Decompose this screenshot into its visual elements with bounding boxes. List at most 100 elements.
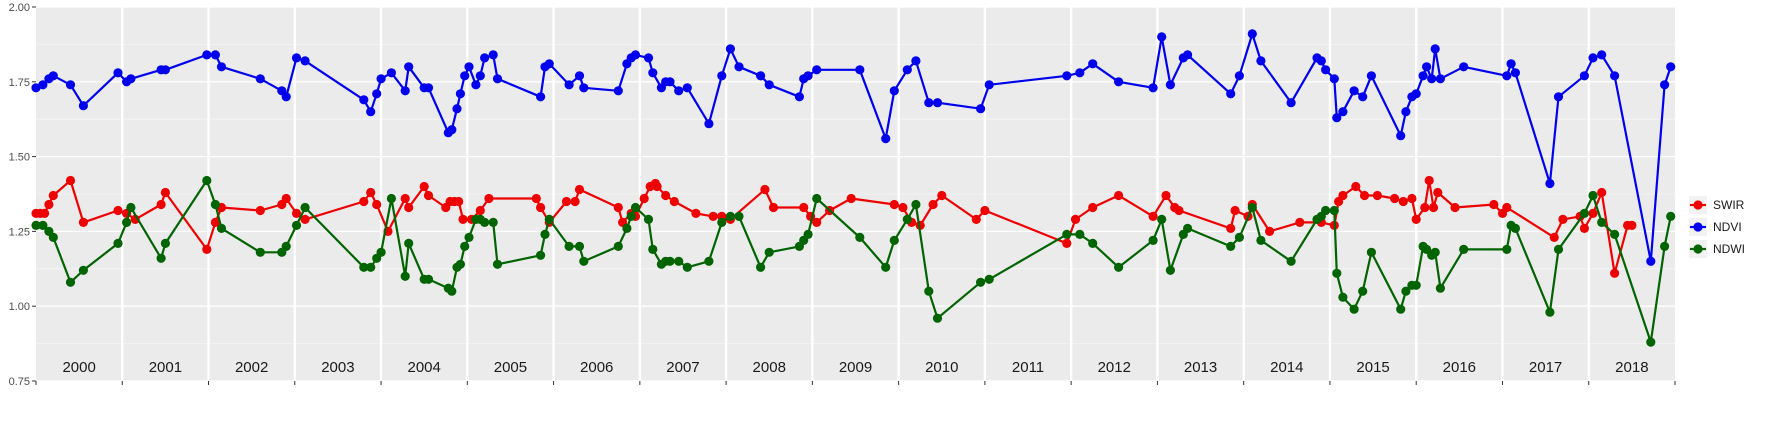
data-point-ndwi <box>704 256 714 266</box>
year-label: 2005 <box>494 359 527 376</box>
data-point-ndvi <box>1435 74 1445 84</box>
data-point-ndvi <box>1597 50 1607 60</box>
year-label: 2000 <box>62 359 95 376</box>
data-point-ndvi <box>126 74 136 84</box>
data-point-ndvi <box>803 71 813 81</box>
data-point-ndvi <box>1553 92 1564 102</box>
data-point-ndvi <box>423 83 434 93</box>
data-point-ndvi <box>1502 71 1512 81</box>
data-point-swir <box>1114 190 1124 201</box>
data-point-ndwi <box>902 214 912 224</box>
series-ndwi <box>31 175 1676 347</box>
data-point-swir <box>1390 193 1400 204</box>
data-point-ndvi <box>579 83 589 93</box>
data-point-ndvi <box>480 53 490 63</box>
data-point-ndwi <box>717 217 727 227</box>
data-point-swir <box>691 208 701 218</box>
data-point-ndwi <box>924 286 934 296</box>
data-point-ndwi <box>1579 208 1589 218</box>
y-tick-label: 1.25 <box>9 226 30 238</box>
data-point-ndvi <box>1366 71 1376 81</box>
data-point-ndwi <box>216 223 227 233</box>
year-label: 2008 <box>753 359 786 376</box>
data-point-ndvi <box>1646 256 1656 266</box>
data-point-ndwi <box>366 262 376 272</box>
data-point-ndvi <box>544 59 554 69</box>
data-point-ndvi <box>475 71 485 81</box>
data-point-swir <box>1450 202 1460 213</box>
data-point-ndwi <box>386 193 396 204</box>
data-point-swir <box>639 193 649 204</box>
data-point-ndwi <box>1321 205 1331 216</box>
data-point-ndvi <box>471 80 481 90</box>
data-point-swir <box>160 187 170 198</box>
data-point-ndwi <box>1332 268 1342 278</box>
data-point-swir <box>889 199 899 210</box>
data-point-swir <box>570 196 580 207</box>
data-point-ndvi <box>717 71 727 81</box>
data-point-ndwi <box>544 214 554 224</box>
data-point-ndvi <box>574 71 585 81</box>
data-point-swir <box>1230 205 1240 216</box>
data-point-swir <box>484 193 494 204</box>
data-point-ndvi <box>1286 98 1296 108</box>
data-point-ndwi <box>1114 262 1124 272</box>
data-point-ndvi <box>78 101 88 111</box>
data-point-ndwi <box>156 253 166 263</box>
year-label: 2004 <box>407 359 440 376</box>
data-point-ndvi <box>536 92 546 102</box>
data-point-ndvi <box>65 80 76 90</box>
data-point-ndwi <box>1411 280 1421 290</box>
data-point-ndwi <box>359 262 369 272</box>
data-point-ndvi <box>386 68 396 78</box>
data-point-swir <box>65 175 76 186</box>
data-point-swir <box>48 190 58 201</box>
data-point-ndwi <box>210 199 220 210</box>
data-point-ndvi <box>1329 74 1339 84</box>
data-point-ndwi <box>65 277 76 287</box>
year-label: 2018 <box>1615 359 1648 376</box>
major-gridlines <box>36 6 1675 382</box>
data-point-swir <box>156 199 166 210</box>
data-point-ndvi <box>372 89 382 99</box>
data-point-ndwi <box>122 217 132 227</box>
data-point-swir <box>1579 223 1589 233</box>
legend-key-point <box>1693 244 1703 254</box>
data-point-ndvi <box>1332 113 1342 123</box>
data-point-ndvi <box>1075 68 1085 78</box>
data-point-swir <box>1062 238 1072 248</box>
legend-key-point <box>1693 200 1703 210</box>
data-point-ndwi <box>1338 292 1348 302</box>
data-point-swir <box>1502 202 1512 213</box>
data-point-swir <box>44 199 54 210</box>
data-point-ndvi <box>932 98 943 108</box>
data-point-ndwi <box>255 247 265 257</box>
data-point-ndvi <box>48 71 58 81</box>
data-point-swir <box>536 202 546 213</box>
data-point-swir <box>561 196 572 207</box>
data-point-swir <box>652 181 662 192</box>
data-point-swir <box>1226 223 1236 233</box>
data-point-ndwi <box>622 223 632 233</box>
data-point-ndvi <box>1666 62 1676 72</box>
data-point-ndwi <box>1545 307 1555 317</box>
data-point-ndwi <box>1062 229 1072 239</box>
data-point-ndwi <box>1502 244 1512 254</box>
data-point-swir <box>846 193 856 204</box>
data-point-swir <box>669 196 679 207</box>
year-label: 2006 <box>580 359 613 376</box>
data-point-ndwi <box>1088 238 1098 248</box>
data-point-swir <box>1420 202 1430 213</box>
year-label: 2007 <box>666 359 699 376</box>
year-labels: 2000 2001 2002 2003 2004 2005 2006 2007 2008 2009… <box>62 359 1648 376</box>
y-tick-label: 1.75 <box>9 77 30 89</box>
data-point-ndvi <box>1358 92 1368 102</box>
data-point-ndwi <box>1286 256 1296 266</box>
data-point-swir <box>971 214 981 224</box>
data-point-ndvi <box>764 80 774 90</box>
data-point-ndvi <box>1338 107 1348 117</box>
legend-item-ndvi: NDVI <box>1689 218 1742 236</box>
legend: SWIR NDVI NDWI <box>1689 196 1745 258</box>
data-point-ndwi <box>1510 223 1520 233</box>
data-point-swir <box>1489 199 1499 210</box>
